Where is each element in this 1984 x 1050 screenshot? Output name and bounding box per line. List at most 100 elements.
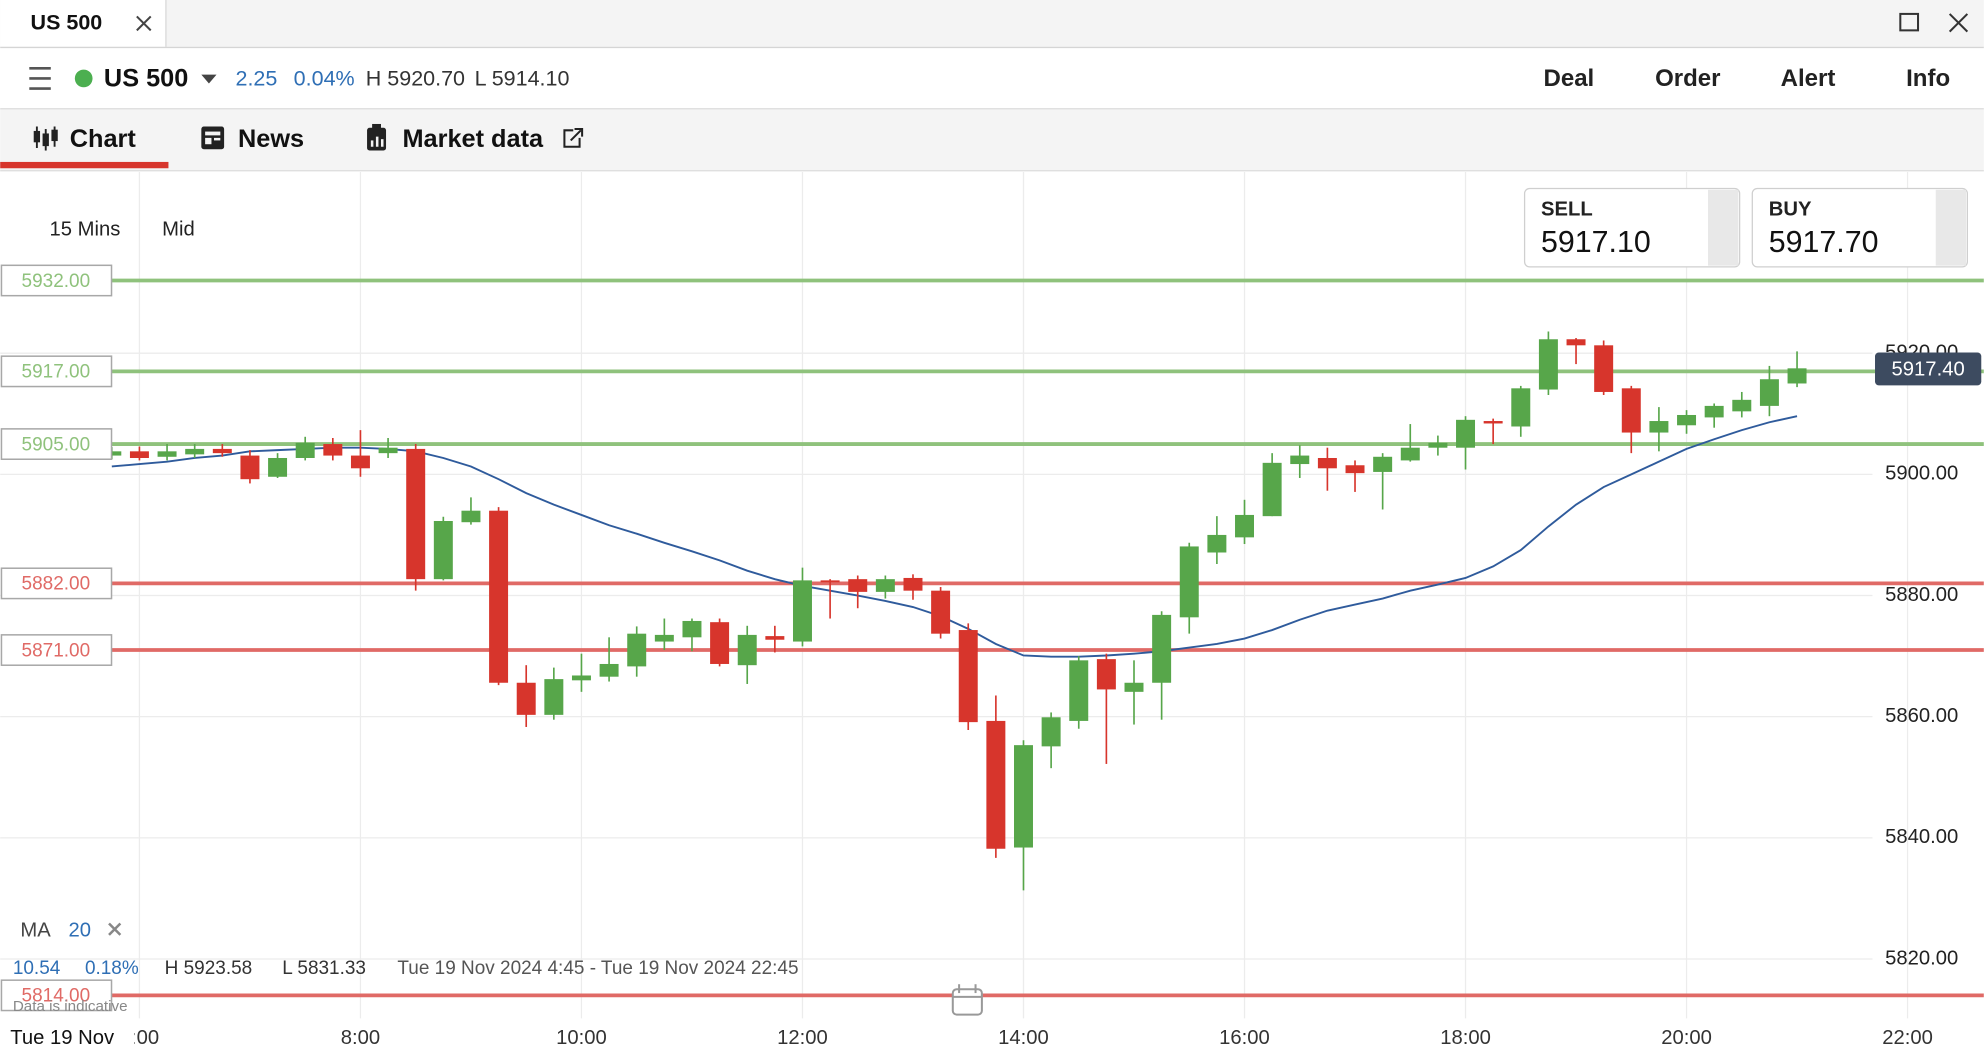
candle-body [654,634,674,642]
symbol[interactable]: US 500 [104,64,188,92]
range-high: H 5923.58 [165,958,253,979]
candle-body [406,448,426,580]
buy-price: 5917.70 [1769,226,1879,259]
x-tick-label: 16:00 [1219,1027,1270,1049]
candle-body [1096,659,1116,690]
info-button[interactable]: Info [1906,65,1950,92]
candle-body [185,448,205,455]
candle-body [903,577,923,591]
close-window-icon[interactable] [1948,13,1969,33]
candle-body [958,630,978,723]
x-tick-label: 22:00 [1882,1027,1933,1049]
price-level-label: 5905.00 [22,434,91,455]
candle-body [1262,462,1282,517]
candle-body [571,675,591,681]
maximize-icon[interactable] [1899,12,1920,32]
price-level-tag[interactable] [0,264,113,297]
market-data-tab[interactable]: Market data [402,125,544,153]
candle-body [1290,455,1310,465]
candle-body [599,663,619,677]
price-level-tag[interactable] [0,634,113,666]
deal-button[interactable]: Deal [1544,65,1595,92]
day-high: H 5920.70 [366,66,465,90]
candle-body [240,455,260,480]
sell-price: 5917.10 [1541,226,1651,259]
plot-area: 5820.005840.005860.005880.005900.005920.… [0,172,1984,1049]
candle-body [1704,405,1724,418]
current-price-tag [1875,352,1982,386]
indicator-name: MA [20,919,51,941]
price-level-tag[interactable] [0,979,113,1012]
close-tab-icon[interactable] [136,15,152,32]
day-low: L 5914.10 [475,66,570,90]
external-link-icon[interactable] [563,128,584,148]
price-level-label: 5814.00 [22,986,91,1007]
candle-body [1649,421,1669,433]
candle-body [1152,614,1172,683]
candle-body [710,622,730,664]
buy-label: BUY [1769,198,1812,220]
candle-body [516,682,536,715]
y-tick-label: 5880.00 [1885,584,1958,606]
candle-body [489,510,509,683]
sell-box[interactable] [1523,187,1741,268]
candle-body [1538,339,1558,390]
window-tab[interactable] [0,0,166,47]
price-level-tag[interactable] [0,567,113,600]
menu-icon[interactable] [29,67,51,90]
candle-body [157,451,177,457]
active-tab-indicator [0,161,169,169]
candle-body [295,442,315,458]
candle-body [1373,456,1393,472]
range-change: 10.54 [13,958,60,979]
alert-button[interactable]: Alert [1781,65,1836,92]
candle-body [1124,682,1144,692]
news-tab-icon [201,126,225,150]
candle-body [433,520,453,580]
price-type-selector[interactable]: Mid [162,219,195,241]
change: 2.25 [235,66,277,90]
candle-body [1677,414,1697,426]
candle-body [1207,534,1227,553]
news-tab[interactable]: News [238,125,304,153]
candle-body [1759,379,1779,406]
candle-body [350,455,370,469]
x-tick-label: 14:00 [998,1027,1049,1049]
candle-body [1235,514,1254,538]
calendar-icon[interactable] [951,984,983,1016]
candle-body [1483,421,1503,424]
window-tab-title: US 500 [31,11,103,35]
price-level-tag[interactable] [0,355,113,388]
interval-selector[interactable]: 15 Mins [50,219,121,241]
remove-indicator-icon[interactable] [108,922,122,936]
candle-body [212,448,232,454]
candle-body [1621,388,1641,433]
moving-average-line [111,415,1798,658]
candle-body [1511,388,1531,427]
candle-body [268,457,288,477]
change-pct: 0.04% [294,66,355,90]
price-level-label: 5882.00 [22,574,91,595]
order-button[interactable]: Order [1655,65,1720,92]
candle-body [1041,717,1061,747]
candle-body [1317,457,1337,469]
current-price-label: 5917.40 [1892,359,1965,381]
candle-body [875,579,895,592]
price-level-label: 5871.00 [22,640,91,661]
chart-tab[interactable]: Chart [70,125,137,153]
x-tick-label: 8:00 [341,1027,380,1049]
symbol-dropdown-icon[interactable] [201,74,217,84]
candle-body [544,679,564,715]
y-tick-label: 5840.00 [1885,826,1958,848]
date-label: Tue 19 Nov [10,1027,115,1049]
price-level-tag[interactable] [0,428,113,460]
price-level-label: 5932.00 [22,271,91,292]
x-tick-label: 10:00 [556,1027,607,1049]
buy-box[interactable] [1751,187,1968,268]
candle-body [682,620,702,638]
tab-strip [0,0,1984,47]
price-overlays: 5932.00 5917.00 5905.00 5882.00 5871.00 5814.… [0,264,1982,1012]
indicator-period: 20 [69,919,92,941]
market-data-tab-icon [367,123,387,151]
